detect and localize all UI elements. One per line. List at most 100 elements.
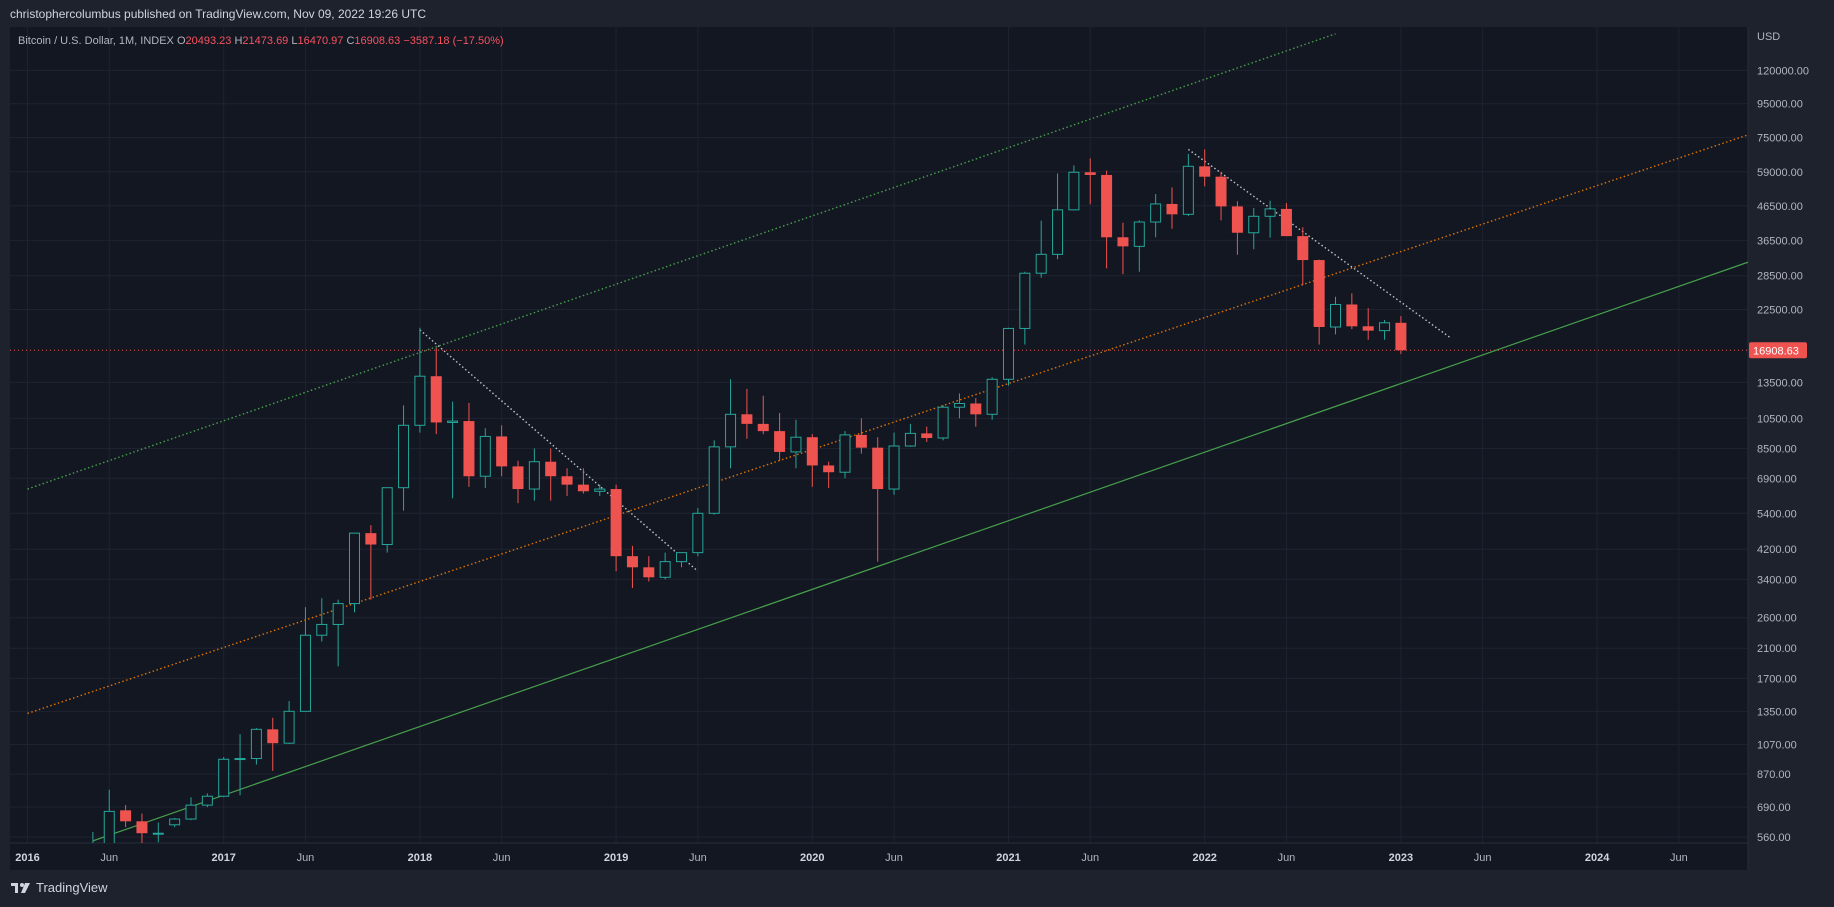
- candle-body[interactable]: [299, 634, 311, 712]
- candle-body[interactable]: [839, 434, 851, 473]
- candle-body[interactable]: [888, 445, 900, 490]
- candle-body[interactable]: [1248, 215, 1260, 234]
- candle-body[interactable]: [88, 845, 98, 870]
- candle-body[interactable]: [1395, 322, 1407, 351]
- candle-body[interactable]: [790, 436, 802, 453]
- candle-body[interactable]: [1297, 236, 1309, 261]
- candle-body[interactable]: [1150, 203, 1162, 223]
- candle-body[interactable]: [953, 402, 965, 408]
- x-tick-label: Jun: [493, 852, 511, 864]
- candle-body[interactable]: [496, 436, 508, 467]
- candle-body[interactable]: [1166, 203, 1178, 215]
- candle-body[interactable]: [774, 431, 786, 452]
- candle-body[interactable]: [708, 446, 720, 514]
- candle-body[interactable]: [1346, 304, 1358, 327]
- candle-body[interactable]: [545, 461, 557, 477]
- candle-body[interactable]: [365, 533, 377, 545]
- high-label: H: [234, 35, 243, 47]
- candle-body[interactable]: [1330, 303, 1341, 328]
- candle-body[interactable]: [120, 810, 132, 822]
- candle-body[interactable]: [986, 378, 998, 415]
- candle-body[interactable]: [1084, 172, 1096, 175]
- candle-body[interactable]: [512, 466, 524, 490]
- candle-body[interactable]: [561, 476, 573, 485]
- candle-body[interactable]: [1280, 208, 1292, 237]
- candle-body[interactable]: [1035, 253, 1047, 274]
- candle-body[interactable]: [872, 447, 884, 490]
- candle-body[interactable]: [806, 437, 818, 466]
- y-tick-label: 1070.00: [1757, 740, 1797, 752]
- candle-body[interactable]: [1362, 326, 1374, 331]
- change-value: −3587.18 (−17.50%): [403, 35, 504, 47]
- low-value: 16470.97: [297, 35, 344, 47]
- candle-body[interactable]: [643, 567, 655, 578]
- candle-body[interactable]: [169, 818, 181, 826]
- candle-body[interactable]: [1003, 327, 1014, 380]
- candle-body[interactable]: [349, 532, 360, 605]
- candle-body[interactable]: [1313, 260, 1325, 328]
- candle-body[interactable]: [970, 403, 982, 415]
- candle-body[interactable]: [610, 489, 622, 557]
- downtrend-2022[interactable]: [1187, 148, 1451, 338]
- candle-body[interactable]: [676, 552, 687, 563]
- y-tick-label: 46500.00: [1757, 201, 1803, 213]
- candle-body[interactable]: [316, 623, 328, 636]
- candle-body[interactable]: [1379, 322, 1391, 332]
- candle-body[interactable]: [185, 804, 197, 820]
- candle-body[interactable]: [725, 413, 737, 448]
- candle-body[interactable]: [381, 487, 393, 546]
- symbol-name[interactable]: Bitcoin / U.S. Dollar, 1M, INDEX: [18, 35, 174, 47]
- candle-body[interactable]: [1101, 174, 1113, 238]
- candle-body[interactable]: [1231, 206, 1243, 233]
- support-trendline[interactable]: [92, 246, 1793, 842]
- brand[interactable]: TradingView: [10, 880, 108, 895]
- candle-body[interactable]: [1199, 166, 1211, 177]
- candle-body[interactable]: [1264, 208, 1276, 217]
- candle-body[interactable]: [218, 758, 230, 797]
- candle-body[interactable]: [398, 424, 410, 489]
- mid-channel[interactable]: [27, 120, 1794, 715]
- candle-body[interactable]: [152, 832, 164, 835]
- candle-body[interactable]: [430, 376, 442, 423]
- candle-body[interactable]: [1215, 176, 1227, 207]
- candle-body[interactable]: [757, 423, 769, 432]
- candle-body[interactable]: [855, 434, 867, 448]
- candle-body[interactable]: [479, 435, 491, 477]
- downtrend-2018[interactable]: [419, 329, 699, 572]
- candle-body[interactable]: [741, 414, 753, 424]
- candle-body[interactable]: [1182, 165, 1194, 215]
- candle-body[interactable]: [1068, 171, 1080, 211]
- candle-body[interactable]: [463, 421, 475, 477]
- low-label: L: [291, 35, 298, 47]
- candle-body[interactable]: [692, 512, 704, 554]
- x-tick-label: Jun: [1278, 852, 1296, 864]
- candle-body[interactable]: [594, 488, 606, 492]
- candle-body[interactable]: [1052, 209, 1064, 255]
- candle-body[interactable]: [201, 795, 213, 806]
- candle-body[interactable]: [577, 484, 589, 492]
- candle-body[interactable]: [332, 603, 344, 625]
- candle-body[interactable]: [1117, 237, 1129, 247]
- candle-body[interactable]: [283, 710, 295, 744]
- candle-body[interactable]: [921, 433, 933, 438]
- candle-body[interactable]: [234, 758, 246, 761]
- candle-body[interactable]: [267, 729, 279, 744]
- candle-body[interactable]: [659, 561, 671, 578]
- candle-body[interactable]: [904, 432, 916, 447]
- candle-body[interactable]: [414, 375, 426, 426]
- candle-body[interactable]: [447, 420, 459, 423]
- candle-body[interactable]: [103, 810, 115, 844]
- candle-body[interactable]: [136, 821, 148, 834]
- upper-channel[interactable]: [27, 33, 1336, 490]
- candle-body[interactable]: [626, 556, 638, 568]
- candle-body[interactable]: [1133, 221, 1145, 247]
- candle-body[interactable]: [250, 728, 262, 760]
- candle-body[interactable]: [937, 406, 949, 439]
- x-tick-label: 2020: [800, 852, 824, 864]
- y-tick-label: 8500.00: [1757, 444, 1797, 456]
- publish-info: christophercolumbus published on Trading…: [10, 7, 427, 21]
- candle-body[interactable]: [528, 461, 540, 490]
- candle-body[interactable]: [1019, 272, 1031, 329]
- candle-body[interactable]: [823, 465, 835, 473]
